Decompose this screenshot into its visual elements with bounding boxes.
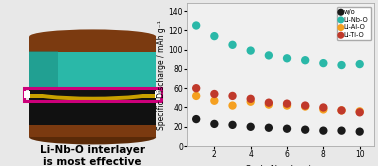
- Ellipse shape: [29, 44, 156, 58]
- Li-Nb-O: [229, 43, 235, 46]
- Polygon shape: [29, 89, 156, 94]
- Ellipse shape: [29, 117, 156, 131]
- Li-Nb-O: [357, 63, 363, 65]
- w/o: [302, 128, 308, 131]
- Li-Ti-O: [320, 106, 326, 109]
- Ellipse shape: [29, 89, 156, 104]
- Li-Al-O: [229, 104, 235, 107]
- Text: Li-Nb-O interlayer
is most effective: Li-Nb-O interlayer is most effective: [40, 145, 145, 166]
- w/o: [193, 118, 199, 120]
- Polygon shape: [29, 124, 156, 137]
- Polygon shape: [29, 97, 156, 125]
- Li-Al-O: [248, 100, 254, 103]
- Li-Al-O: [302, 105, 308, 108]
- Ellipse shape: [29, 86, 156, 101]
- w/o: [229, 124, 235, 126]
- Li-Ti-O: [357, 111, 363, 114]
- Li-Nb-O: [284, 57, 290, 60]
- Li-Nb-O: [193, 24, 199, 27]
- w/o: [211, 123, 217, 125]
- Ellipse shape: [29, 29, 156, 44]
- Li-Al-O: [211, 99, 217, 102]
- Li-Ti-O: [284, 102, 290, 105]
- Li-Al-O: [266, 103, 272, 106]
- w/o: [320, 129, 326, 132]
- Li-Nb-O: [302, 59, 308, 62]
- X-axis label: Cycle Number / -: Cycle Number / -: [245, 165, 316, 166]
- Polygon shape: [155, 91, 161, 98]
- Li-Al-O: [357, 110, 363, 113]
- Legend: w/o, Li-Nb-O, Li-Al-O, Li-Ti-O: w/o, Li-Nb-O, Li-Al-O, Li-Ti-O: [337, 7, 371, 40]
- Y-axis label: Specific Discharge / mAh g⁻¹: Specific Discharge / mAh g⁻¹: [156, 20, 166, 130]
- Polygon shape: [29, 51, 58, 90]
- Li-Al-O: [338, 109, 344, 112]
- Li-Ti-O: [211, 93, 217, 95]
- Li-Ti-O: [338, 109, 344, 112]
- Li-Nb-O: [338, 64, 344, 66]
- Li-Al-O: [320, 108, 326, 111]
- Li-Nb-O: [248, 49, 254, 52]
- Polygon shape: [24, 91, 30, 98]
- Li-Al-O: [193, 95, 199, 97]
- w/o: [357, 130, 363, 133]
- Ellipse shape: [29, 130, 156, 144]
- Li-Ti-O: [248, 97, 254, 100]
- Li-Ti-O: [302, 104, 308, 107]
- Li-Nb-O: [211, 35, 217, 38]
- w/o: [284, 127, 290, 130]
- Li-Al-O: [284, 104, 290, 107]
- w/o: [338, 129, 344, 132]
- Li-Ti-O: [193, 87, 199, 89]
- Li-Ti-O: [266, 101, 272, 104]
- Li-Nb-O: [320, 62, 326, 64]
- Polygon shape: [29, 37, 156, 52]
- Ellipse shape: [29, 82, 156, 97]
- w/o: [266, 126, 272, 129]
- w/o: [248, 125, 254, 128]
- Li-Ti-O: [229, 95, 235, 97]
- Polygon shape: [29, 93, 156, 98]
- Polygon shape: [29, 51, 156, 90]
- Li-Nb-O: [266, 54, 272, 57]
